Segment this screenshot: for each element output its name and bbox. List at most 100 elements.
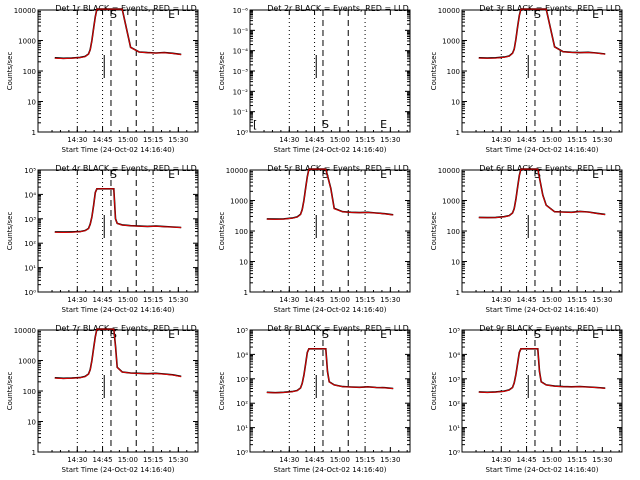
x-tick-label: 15:15 xyxy=(567,296,587,304)
y-tick-label: 1000 xyxy=(18,38,36,46)
plot-frame xyxy=(37,169,199,293)
x-axis-label: Start Time (24-Oct-02 14:16:40) xyxy=(62,466,175,474)
x-tick-label: 14:45 xyxy=(304,456,324,464)
y-tick-label: 10¹ xyxy=(24,265,36,273)
end-marker-label: E xyxy=(380,328,387,341)
start-marker-label: S xyxy=(110,8,117,21)
y-tick-label: 10² xyxy=(236,400,248,408)
y-tick-label: 10⁰ xyxy=(236,449,248,457)
x-tick-label: 15:00 xyxy=(330,456,350,464)
detector-panel-1: Det 1r BLACK = Events, RED = LLD Counts/s… xyxy=(6,4,199,154)
x-tick-label: 15:30 xyxy=(380,456,400,464)
x-tick-label: 15:15 xyxy=(143,456,163,464)
detector-panel-6: Det 6r BLACK = Events, RED = LLD Counts/s… xyxy=(430,164,623,314)
x-tick-label: 15:30 xyxy=(168,136,188,144)
y-tick-label: 10³ xyxy=(236,376,248,384)
start-marker-label: S xyxy=(322,118,329,131)
x-tick-label: 14:30 xyxy=(279,296,299,304)
x-axis-label: Start Time (24-Oct-02 14:16:40) xyxy=(274,306,387,314)
start-marker-label: S xyxy=(534,168,541,181)
y-axis-label: Counts/sec xyxy=(6,212,14,251)
x-tick-label: 15:15 xyxy=(143,296,163,304)
end-marker-label: E xyxy=(168,8,175,21)
y-tick-label: 100 xyxy=(23,68,36,76)
y-tick-label: 1000 xyxy=(442,38,460,46)
lld-series-line xyxy=(266,168,394,220)
panel-title: Det 2r BLACK = Events, RED = LLD xyxy=(267,4,409,13)
y-tick-label: 1000 xyxy=(230,198,248,206)
plot-frame xyxy=(249,329,411,453)
x-axis-label: Start Time (24-Oct-02 14:16:40) xyxy=(62,306,175,314)
x-tick-label: 15:00 xyxy=(542,136,562,144)
y-tick-label: 10 xyxy=(27,419,36,427)
y-tick-label: 10⁻² xyxy=(233,88,249,96)
y-tick-label: 10⁴ xyxy=(24,191,36,199)
x-tick-label: 15:15 xyxy=(355,136,375,144)
events-series-line xyxy=(54,328,182,380)
detector-panel-3: Det 3r BLACK = Events, RED = LLD Counts/s… xyxy=(430,4,623,154)
y-tick-label: 1 xyxy=(244,289,248,297)
y-axis-label: Counts/sec xyxy=(218,372,226,411)
x-tick-label: 14:45 xyxy=(92,456,112,464)
x-tick-label: 15:00 xyxy=(118,296,138,304)
plot-frame xyxy=(461,9,623,133)
x-tick-label: 14:30 xyxy=(67,136,87,144)
x-axis-label: Start Time (24-Oct-02 14:16:40) xyxy=(486,146,599,154)
y-tick-label: 10¹ xyxy=(236,425,248,433)
events-series-line xyxy=(478,347,606,394)
x-tick-label: 15:30 xyxy=(380,136,400,144)
x-tick-label: 15:15 xyxy=(355,456,375,464)
lld-series-line xyxy=(266,348,394,394)
x-tick-label: 14:30 xyxy=(491,296,511,304)
panel-title: Det 6r BLACK = Events, RED = LLD xyxy=(479,164,621,173)
start-marker-label: S xyxy=(534,8,541,21)
x-axis-label: Start Time (24-Oct-02 14:16:40) xyxy=(62,146,175,154)
x-tick-label: 14:30 xyxy=(279,136,299,144)
detector-panel-8: Det 8r BLACK = Events, RED = LLD Counts/s… xyxy=(218,324,411,474)
y-tick-label: 10000 xyxy=(226,167,248,175)
panel-title: Det 4r BLACK = Events, RED = LLD xyxy=(55,164,197,173)
x-tick-label: 15:00 xyxy=(118,136,138,144)
panel-title: Det 7r BLACK = Events, RED = LLD xyxy=(55,324,197,333)
x-tick-label: 15:30 xyxy=(592,136,612,144)
y-tick-label: 10⁰ xyxy=(24,289,36,297)
plot-frame xyxy=(249,9,411,133)
x-tick-label: 14:45 xyxy=(516,296,536,304)
x-tick-label: 14:30 xyxy=(279,456,299,464)
y-tick-label: 10⁰ xyxy=(448,449,460,457)
y-tick-label: 10 xyxy=(239,259,248,267)
x-tick-label: 15:15 xyxy=(143,136,163,144)
lld-series-line xyxy=(54,188,182,234)
y-axis-label: Counts/sec xyxy=(6,372,14,411)
y-tick-label: 10³ xyxy=(448,376,460,384)
y-axis-label: Counts/sec xyxy=(6,52,14,91)
y-tick-label: 1 xyxy=(32,449,36,457)
x-tick-label: 14:30 xyxy=(491,136,511,144)
y-tick-label: 10000 xyxy=(14,327,36,335)
y-tick-label: 10⁻¹ xyxy=(233,109,249,117)
y-tick-label: 10⁵ xyxy=(448,327,460,335)
y-tick-label: 1000 xyxy=(442,198,460,206)
start-marker-label: S xyxy=(322,168,329,181)
end-marker-label: E xyxy=(592,168,599,181)
events-series-line xyxy=(54,8,182,60)
y-tick-label: 10 xyxy=(27,99,36,107)
x-tick-label: 14:45 xyxy=(92,296,112,304)
y-tick-label: 10 xyxy=(451,259,460,267)
panel-title: Det 1r BLACK = Events, RED = LLD xyxy=(55,4,197,13)
plot-frame xyxy=(37,9,199,133)
x-axis-label: Start Time (24-Oct-02 14:16:40) xyxy=(486,466,599,474)
y-tick-label: 10⁰ xyxy=(236,129,248,137)
lld-series-line xyxy=(54,328,182,380)
y-tick-label: 1 xyxy=(32,129,36,137)
end-marker-label: E xyxy=(592,328,599,341)
detector-panel-2: Det 2r BLACK = Events, RED = LLD Counts/s… xyxy=(218,4,411,154)
y-tick-label: 100 xyxy=(447,228,460,236)
y-tick-label: 10² xyxy=(448,400,460,408)
events-series-line xyxy=(266,168,394,220)
x-tick-label: 15:15 xyxy=(567,136,587,144)
x-tick-label: 15:30 xyxy=(168,296,188,304)
detector-panel-7: Det 7r BLACK = Events, RED = LLD Counts/s… xyxy=(6,324,199,474)
y-axis-label: Counts/sec xyxy=(430,212,438,251)
y-tick-label: 10⁻⁶ xyxy=(233,7,249,15)
